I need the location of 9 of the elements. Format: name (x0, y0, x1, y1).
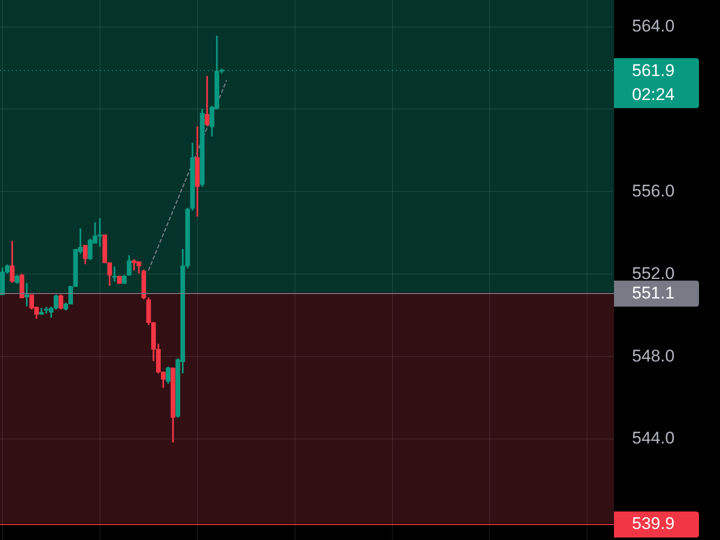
y-tick-label: 556.0 (632, 181, 675, 200)
ref-line-label: 561.9 (632, 60, 675, 80)
y-tick-label: 548.0 (632, 346, 675, 366)
ref-line-label: 539.9 (632, 514, 675, 534)
text: 02:24 (632, 84, 675, 104)
y-tick-label: 552.0 (632, 264, 675, 283)
y-tick-label: 544.0 (632, 428, 675, 448)
ref-line-label: 551.1 (632, 283, 675, 302)
y-tick-label: 564.0 (632, 16, 675, 36)
